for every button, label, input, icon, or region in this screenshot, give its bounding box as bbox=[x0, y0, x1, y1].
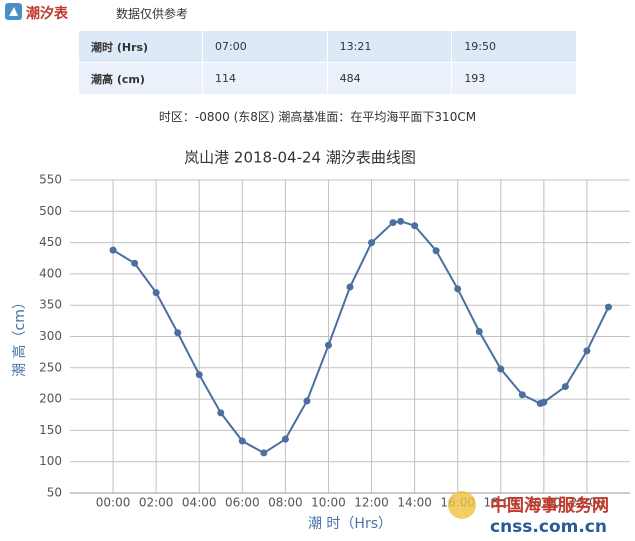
series-line bbox=[112, 220, 610, 455]
data-point bbox=[217, 409, 225, 417]
data-point bbox=[109, 246, 117, 254]
data-point bbox=[324, 341, 332, 349]
y-tick-label: 50 bbox=[47, 486, 62, 500]
data-point bbox=[281, 435, 289, 443]
data-point bbox=[131, 259, 139, 267]
data-point bbox=[604, 303, 612, 311]
y-tick-label: 450 bbox=[39, 235, 62, 249]
data-point bbox=[368, 239, 376, 247]
data-point bbox=[411, 222, 419, 230]
x-tick-label: 08:00 bbox=[268, 496, 303, 510]
data-point bbox=[475, 327, 483, 335]
data-point bbox=[260, 449, 268, 457]
header-subtitle: 数据仅供参考 bbox=[116, 7, 189, 21]
y-tick-label: 300 bbox=[39, 329, 62, 343]
header: 潮汐表 数据仅供参考 bbox=[0, 0, 635, 24]
table-cell: 13:21 bbox=[326, 30, 453, 63]
data-point bbox=[518, 391, 526, 399]
x-tick-label: 02:00 bbox=[139, 496, 174, 510]
y-tick-label: 500 bbox=[39, 204, 62, 218]
data-point bbox=[432, 247, 440, 255]
data-point bbox=[561, 383, 569, 391]
table-cell: 07:00 bbox=[202, 30, 328, 63]
table-cell: 潮时 (Hrs) bbox=[78, 30, 203, 63]
table-cell: 484 bbox=[326, 62, 453, 95]
chart-title: 岚山港 2018-04-24 潮汐表曲线图 bbox=[184, 149, 416, 167]
y-tick-label: 350 bbox=[39, 298, 62, 312]
watermark-name: 中国海事服务网 bbox=[490, 495, 609, 516]
table-cell: 19:50 bbox=[451, 30, 577, 63]
x-tick-label: 00:00 bbox=[96, 496, 131, 510]
data-point bbox=[454, 285, 462, 293]
x-tick-label: 22:00 bbox=[570, 496, 605, 510]
table-cell: 潮高 (cm) bbox=[78, 62, 203, 95]
x-tick-label: 04:00 bbox=[182, 496, 217, 510]
y-tick-label: 150 bbox=[39, 423, 62, 437]
data-point bbox=[389, 219, 397, 227]
table-cell: 114 bbox=[202, 62, 328, 95]
x-tick-label: 10:00 bbox=[311, 496, 346, 510]
data-point bbox=[540, 398, 548, 406]
y-tick-label: 550 bbox=[39, 173, 62, 187]
watermark-url: cnss.com.cn bbox=[490, 517, 607, 537]
data-point bbox=[303, 397, 311, 405]
icon bbox=[5, 3, 22, 20]
note: 时区：-0800 (东8区) 潮高基准面：在平均海平面下310CM bbox=[158, 110, 477, 124]
data-point bbox=[583, 347, 591, 355]
table-row: 潮高 (cm) 114 484 193 bbox=[78, 62, 577, 95]
table-cell: 193 bbox=[451, 62, 577, 95]
x-tick-label: 14:00 bbox=[397, 496, 432, 510]
y-axis-title: 潮 高（cm） bbox=[11, 295, 28, 377]
y-tick-label: 200 bbox=[39, 392, 62, 406]
header-title: 潮汐表 bbox=[26, 6, 68, 22]
y-tick-label: 100 bbox=[39, 454, 62, 468]
x-tick-label: 06:00 bbox=[225, 496, 260, 510]
table-row: 潮时 (Hrs) 07:00 13:21 19:50 bbox=[78, 30, 577, 63]
data-point bbox=[195, 371, 203, 379]
data-point bbox=[497, 365, 505, 373]
x-axis-title: 潮 时（Hrs） bbox=[308, 516, 392, 532]
data-point bbox=[397, 217, 405, 225]
data-point bbox=[346, 283, 354, 291]
watermark-logo bbox=[448, 491, 476, 519]
data-point bbox=[152, 289, 160, 297]
x-tick-label: 18:00 bbox=[483, 496, 518, 510]
data-point bbox=[238, 437, 246, 445]
x-tick-label: 20:00 bbox=[527, 496, 562, 510]
data-point bbox=[174, 329, 182, 337]
x-tick-label: 12:00 bbox=[354, 496, 389, 510]
y-tick-label: 400 bbox=[39, 266, 62, 280]
tide-table: 潮时 (Hrs) 07:00 13:21 19:50 潮高 (cm) 114 484 193 bbox=[78, 30, 577, 95]
y-tick-label: 250 bbox=[39, 360, 62, 374]
